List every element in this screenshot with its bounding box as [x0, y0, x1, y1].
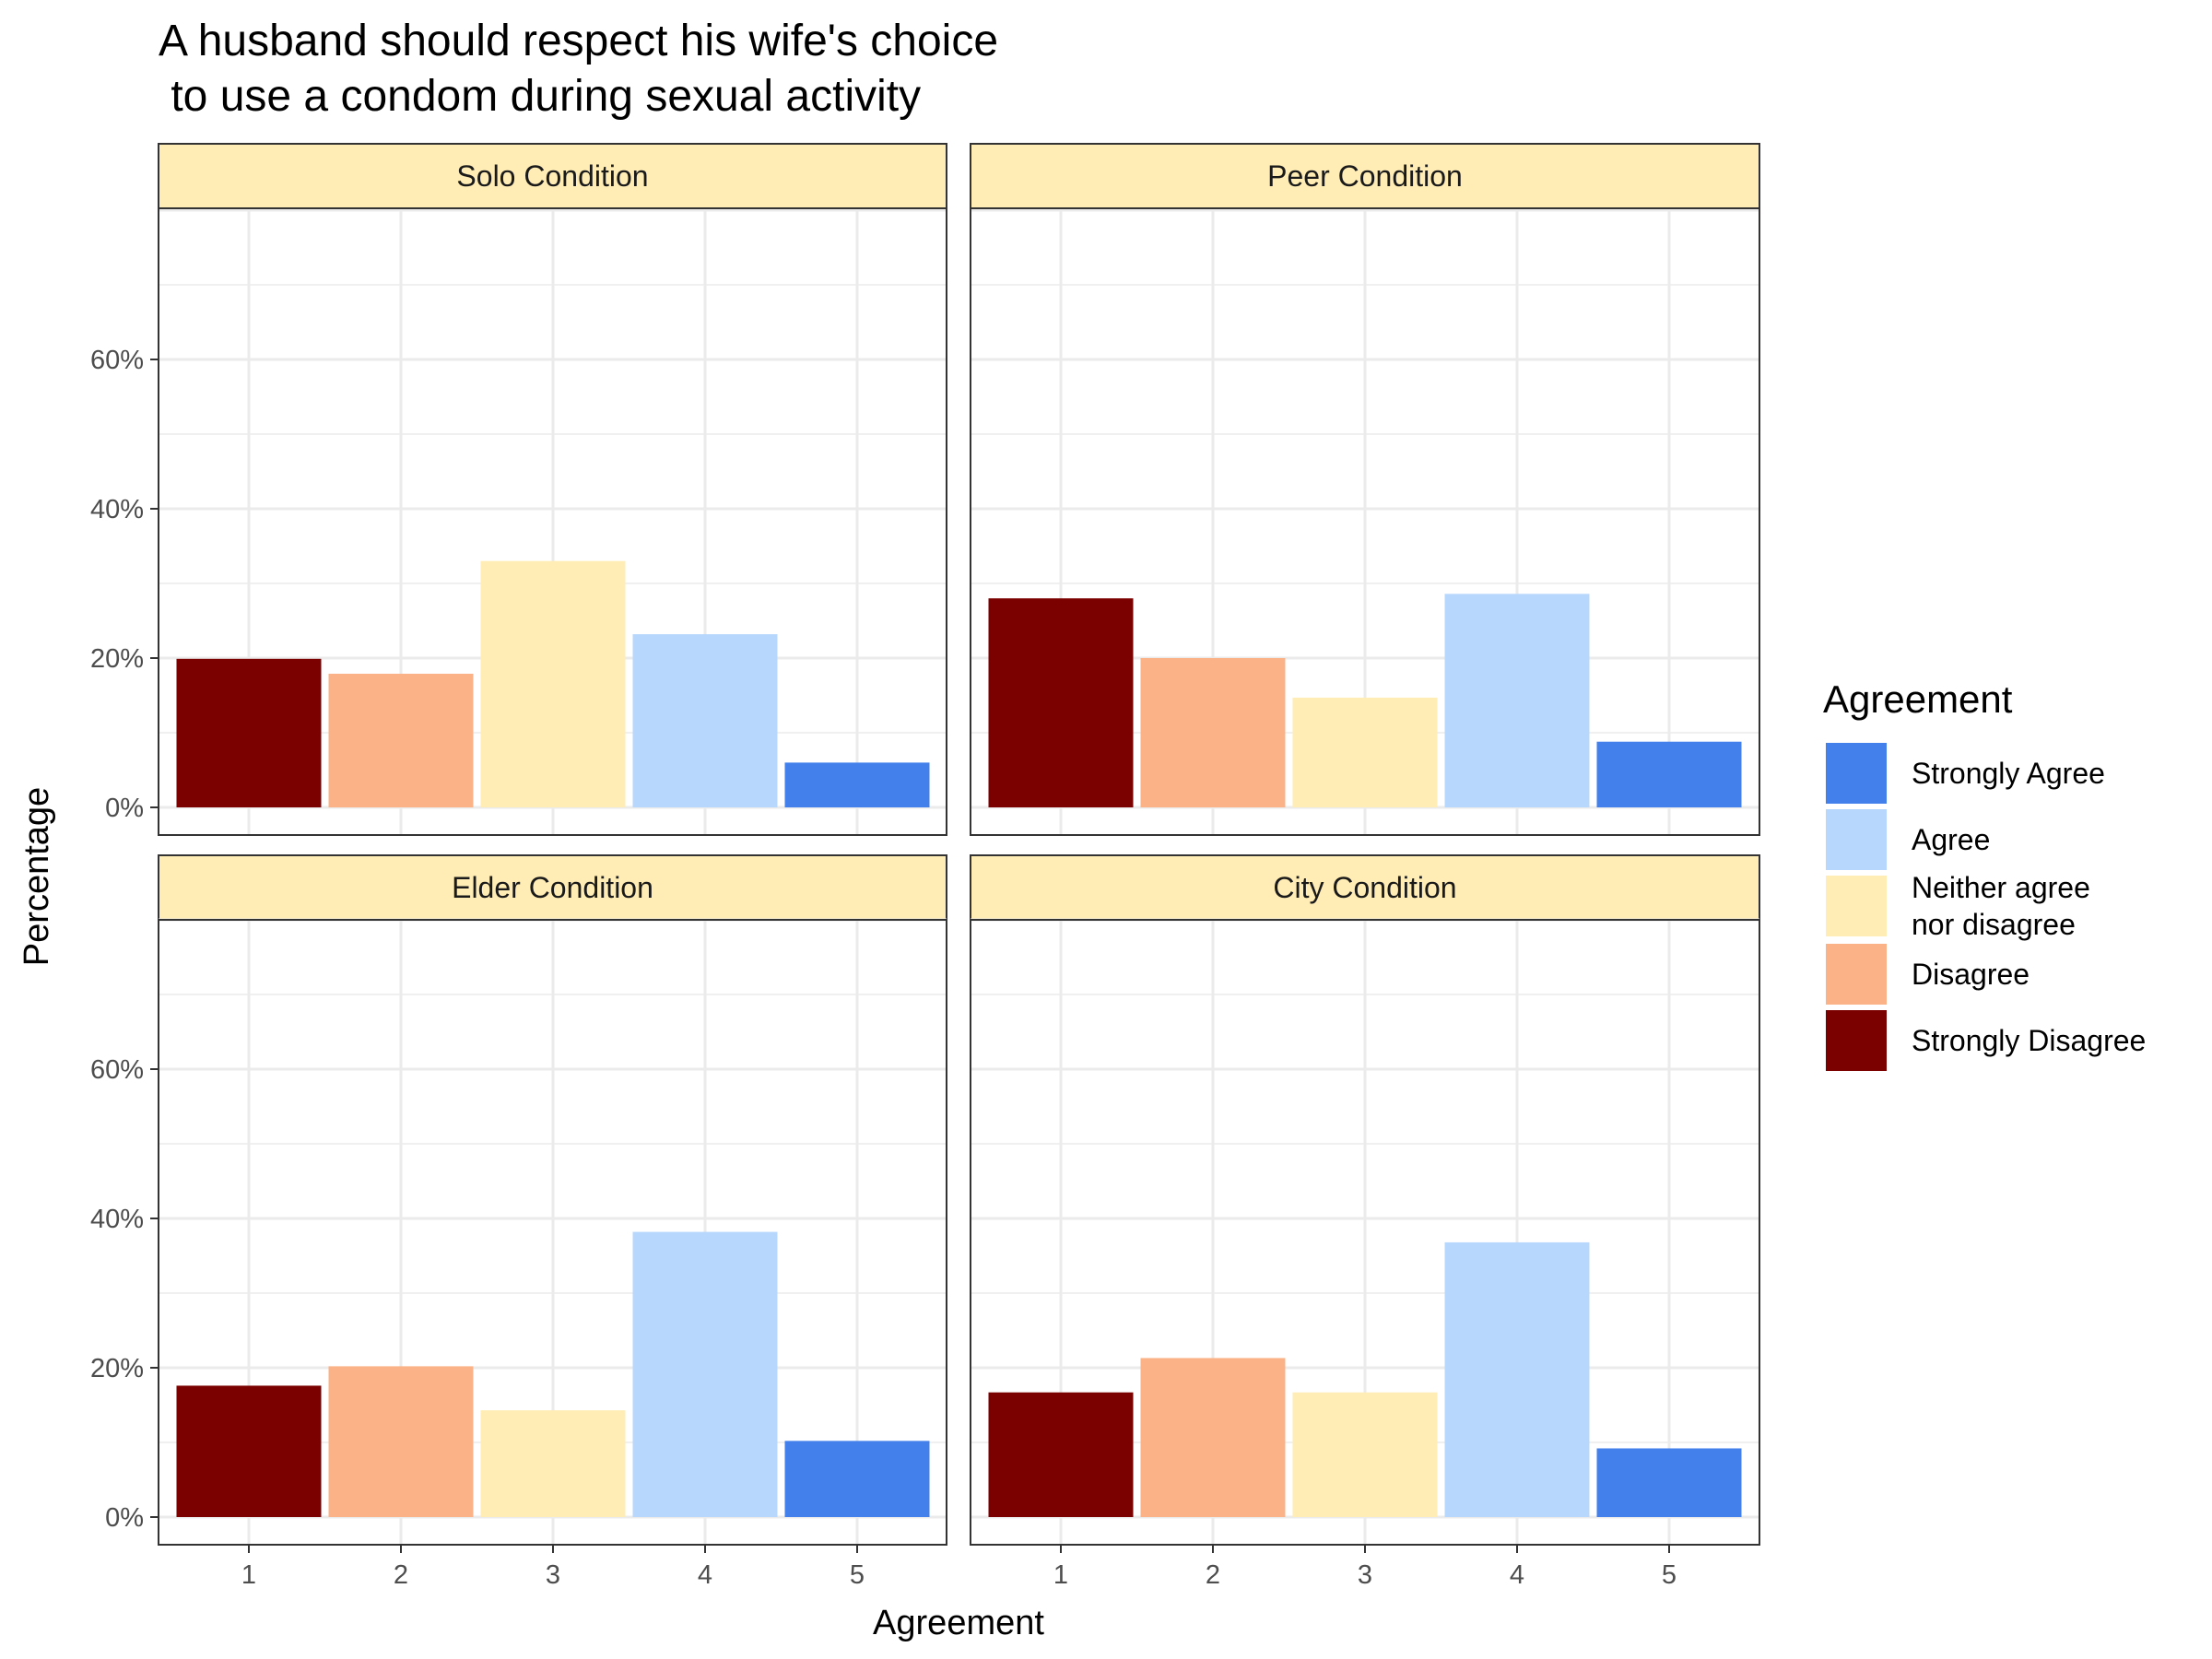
- panel-border: [158, 207, 947, 836]
- facet-strip-label: Solo Condition: [456, 159, 648, 193]
- x-tick-label: 5: [1662, 1560, 1677, 1590]
- y-tick-label: 40%: [90, 495, 144, 524]
- legend: Agreement Strongly Agree Agree Neither agre…: [1823, 677, 2146, 1071]
- facet-panel: Solo Condition: [158, 143, 947, 836]
- bar: [988, 598, 1134, 807]
- x-tick-label: 5: [850, 1560, 865, 1590]
- bar: [480, 560, 626, 807]
- x-tick-label: 4: [698, 1560, 712, 1590]
- bar: [176, 658, 322, 807]
- bar: [1596, 741, 1742, 807]
- x-tick-label: 3: [546, 1560, 560, 1590]
- facet-panel: Peer Condition: [970, 143, 1760, 836]
- facet-strip-label: Elder Condition: [452, 871, 653, 904]
- y-tick-label: 40%: [90, 1205, 144, 1234]
- facet-strip: [970, 854, 1760, 921]
- y-tick-label: 60%: [90, 346, 144, 375]
- bar: [784, 762, 930, 807]
- facet-strip: [970, 143, 1760, 209]
- chart-title-line-1: A husband should respect his wife's choi…: [159, 17, 998, 65]
- bar: [1444, 1241, 1590, 1517]
- bar: [632, 634, 778, 807]
- legend-key: [1826, 809, 1887, 870]
- x-tick-label: 1: [1053, 1560, 1068, 1590]
- facet-strip-label: Peer Condition: [1267, 159, 1463, 193]
- y-tick-label: 0%: [105, 1503, 144, 1533]
- legend-key: [1826, 743, 1887, 804]
- facet-panel: Elder Condition: [158, 854, 947, 1546]
- bar: [480, 1410, 626, 1517]
- x-tick-label: 2: [394, 1560, 408, 1590]
- x-tick-label: 1: [241, 1560, 256, 1590]
- bar: [1444, 594, 1590, 807]
- legend-key: [1826, 876, 1887, 936]
- y-tick-label: 0%: [105, 794, 144, 823]
- axes: 0% 20% 40% 60% 0% 20% 40% 60% 1 2 3 4 5 1 2 3 4 5 Agreemen…: [18, 346, 1677, 1642]
- bar: [1292, 697, 1438, 807]
- panel-border: [970, 207, 1760, 836]
- bar: [1140, 1358, 1286, 1517]
- legend-label: Strongly Disagree: [1912, 1024, 2146, 1057]
- bar: [176, 1385, 322, 1517]
- bar: [784, 1441, 930, 1517]
- x-tick-label: 2: [1206, 1560, 1220, 1590]
- bar: [988, 1392, 1134, 1517]
- bar: [328, 674, 474, 807]
- y-tick-label: 20%: [90, 644, 144, 674]
- bar: [1140, 658, 1286, 807]
- x-tick-label: 3: [1358, 1560, 1372, 1590]
- bar: [328, 1366, 474, 1517]
- bar: [1596, 1448, 1742, 1517]
- legend-label: Disagree: [1912, 958, 2030, 991]
- legend-label: Strongly Agree: [1912, 757, 2105, 790]
- y-axis-title: Percentage: [18, 787, 56, 966]
- facet-panels: Solo Condition Peer Condition Elder Condit…: [158, 143, 1760, 1546]
- legend-key: [1826, 944, 1887, 1005]
- facet-strip-label: City Condition: [1273, 871, 1456, 904]
- chart-title-line-2: to use a condom during sexual activity: [159, 72, 921, 121]
- x-tick-label: 4: [1510, 1560, 1524, 1590]
- bar: [632, 1231, 778, 1517]
- y-tick-label: 20%: [90, 1354, 144, 1383]
- y-tick-label: 60%: [90, 1055, 144, 1085]
- legend-label: Agree: [1912, 823, 1990, 856]
- legend-key: [1826, 1010, 1887, 1071]
- legend-title: Agreement: [1823, 677, 2013, 721]
- facet-panel: City Condition: [970, 854, 1760, 1546]
- bar: [1292, 1392, 1438, 1517]
- facet-strip: [158, 143, 947, 209]
- x-axis-title: Agreement: [873, 1604, 1044, 1642]
- facet-strip: [158, 854, 947, 921]
- legend-label: Neither agree nor disagree: [1912, 871, 2090, 941]
